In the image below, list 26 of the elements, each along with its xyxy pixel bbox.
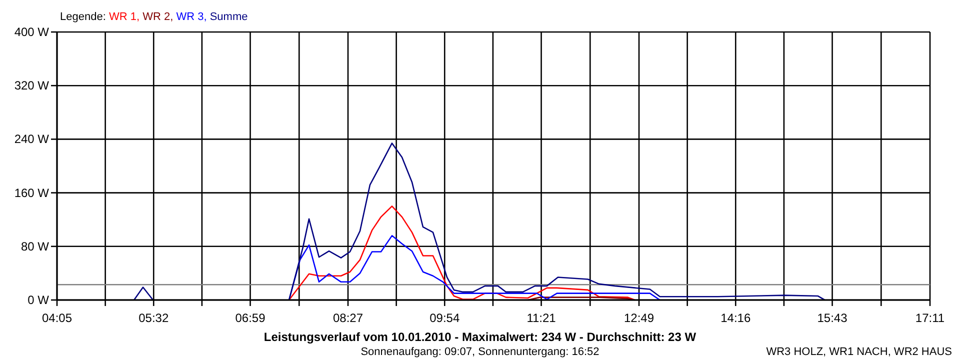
x-tick-label: 17:11: [915, 311, 945, 325]
y-tick-label: 400 W: [14, 25, 50, 39]
x-tick-label: 08:27: [332, 311, 364, 325]
text: Summe: [210, 11, 248, 23]
x-tick-label: 15:43: [817, 311, 848, 325]
y-tick-label: 320 W: [14, 78, 50, 93]
y-tick-label: 80 W: [20, 239, 50, 254]
text: Leistungsverlauf vom 10.01.2010 - Maximalwert: 234 W - Durchschnitt: 23 W: [264, 330, 697, 344]
x-tick-label: 06:59: [235, 311, 266, 325]
x-tick-label: 14:16: [720, 311, 751, 325]
legend-title: Legende:: [60, 11, 109, 23]
x-tick-label: 12:49: [624, 311, 654, 325]
text: WR 3,: [176, 11, 210, 23]
y-tick-label: 240 W: [14, 132, 50, 146]
text: WR 2,: [142, 11, 176, 23]
line-series: [288, 235, 661, 301]
y-tick-label: 160 W: [14, 186, 50, 200]
x-tick-label: 09:54: [430, 311, 460, 325]
line-series: [288, 206, 636, 301]
y-tick-label: 0 W: [28, 293, 50, 307]
x-tick-label: 11:21: [526, 311, 556, 325]
text: WR 1,: [108, 11, 143, 23]
x-tick-label: 05:32: [138, 311, 169, 325]
text: Sonnenaufgang: 09:07, Sonnenuntergang: 16:52: [360, 346, 600, 358]
x-tick-label: 04:05: [42, 311, 72, 325]
text: WR3 HOLZ, WR1 NACH, WR2 HAUS: [766, 346, 952, 358]
